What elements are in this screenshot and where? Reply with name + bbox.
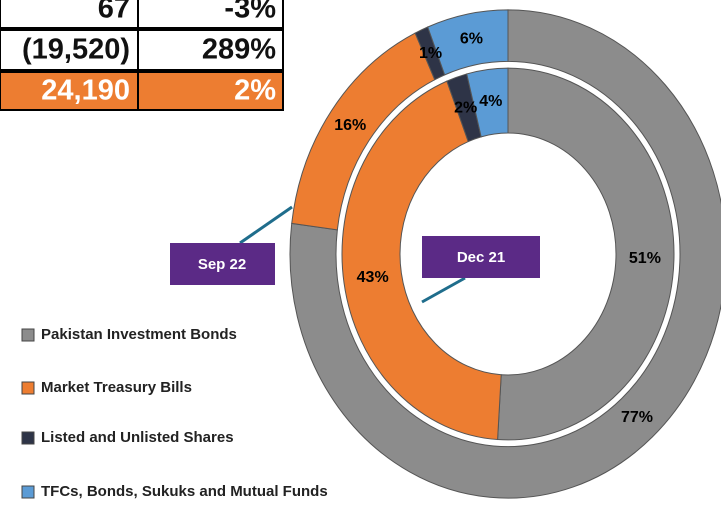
table-cell	[137, 0, 284, 29]
data-label: 43%	[357, 269, 389, 286]
table-cell	[137, 71, 284, 111]
legend-label: Pakistan Investment Bonds	[41, 326, 237, 343]
callout-line	[239, 205, 293, 245]
table-cell-text: 2%	[234, 75, 276, 107]
data-label: 1%	[419, 45, 442, 62]
legend-swatch	[21, 381, 35, 395]
donut-slice	[289, 9, 721, 499]
callout-box	[170, 243, 275, 285]
legend: Pakistan Investment Bonds Market Treasury…	[21, 326, 328, 500]
legend-label: Listed and Unlisted Shares	[41, 429, 234, 446]
donut-slice	[466, 67, 509, 138]
legend-swatch	[21, 431, 35, 445]
callout-box	[422, 236, 540, 278]
legend-label: Market Treasury Bills	[41, 379, 192, 396]
table-cell	[137, 29, 284, 71]
data-label: 6%	[460, 31, 483, 48]
rings	[289, 9, 721, 499]
legend-label: TFCs, Bonds, Sukuks and Mutual Funds	[41, 483, 328, 500]
table-cell	[0, 71, 139, 111]
donut-slice	[497, 67, 675, 441]
data-label: 77%	[621, 409, 653, 426]
table-cell-text: 289%	[202, 34, 276, 66]
donut-slice	[341, 80, 502, 441]
series-label: Sep 22	[198, 256, 246, 273]
data-label: 51%	[629, 250, 661, 267]
donut-slice	[427, 9, 509, 76]
callout-line	[421, 276, 466, 304]
series-label: Dec 21	[457, 249, 505, 266]
table-cell-text: 67	[98, 0, 130, 25]
data-label: 2%	[454, 99, 477, 116]
table: 67 -3% (19,520) 289% 24,190 2%	[0, 0, 284, 111]
labels: 77% 16% 1% 6% 51% 43% 2% 4%	[334, 31, 661, 426]
legend-swatch	[21, 328, 35, 342]
data-label: 4%	[479, 93, 502, 110]
table-cell-text: 24,190	[41, 75, 130, 107]
table-cell-text: (19,520)	[22, 34, 130, 66]
data-label: 16%	[334, 117, 366, 134]
table-cell-text: -3%	[224, 0, 276, 25]
legend-swatch	[21, 485, 35, 499]
table-cell	[0, 29, 139, 71]
